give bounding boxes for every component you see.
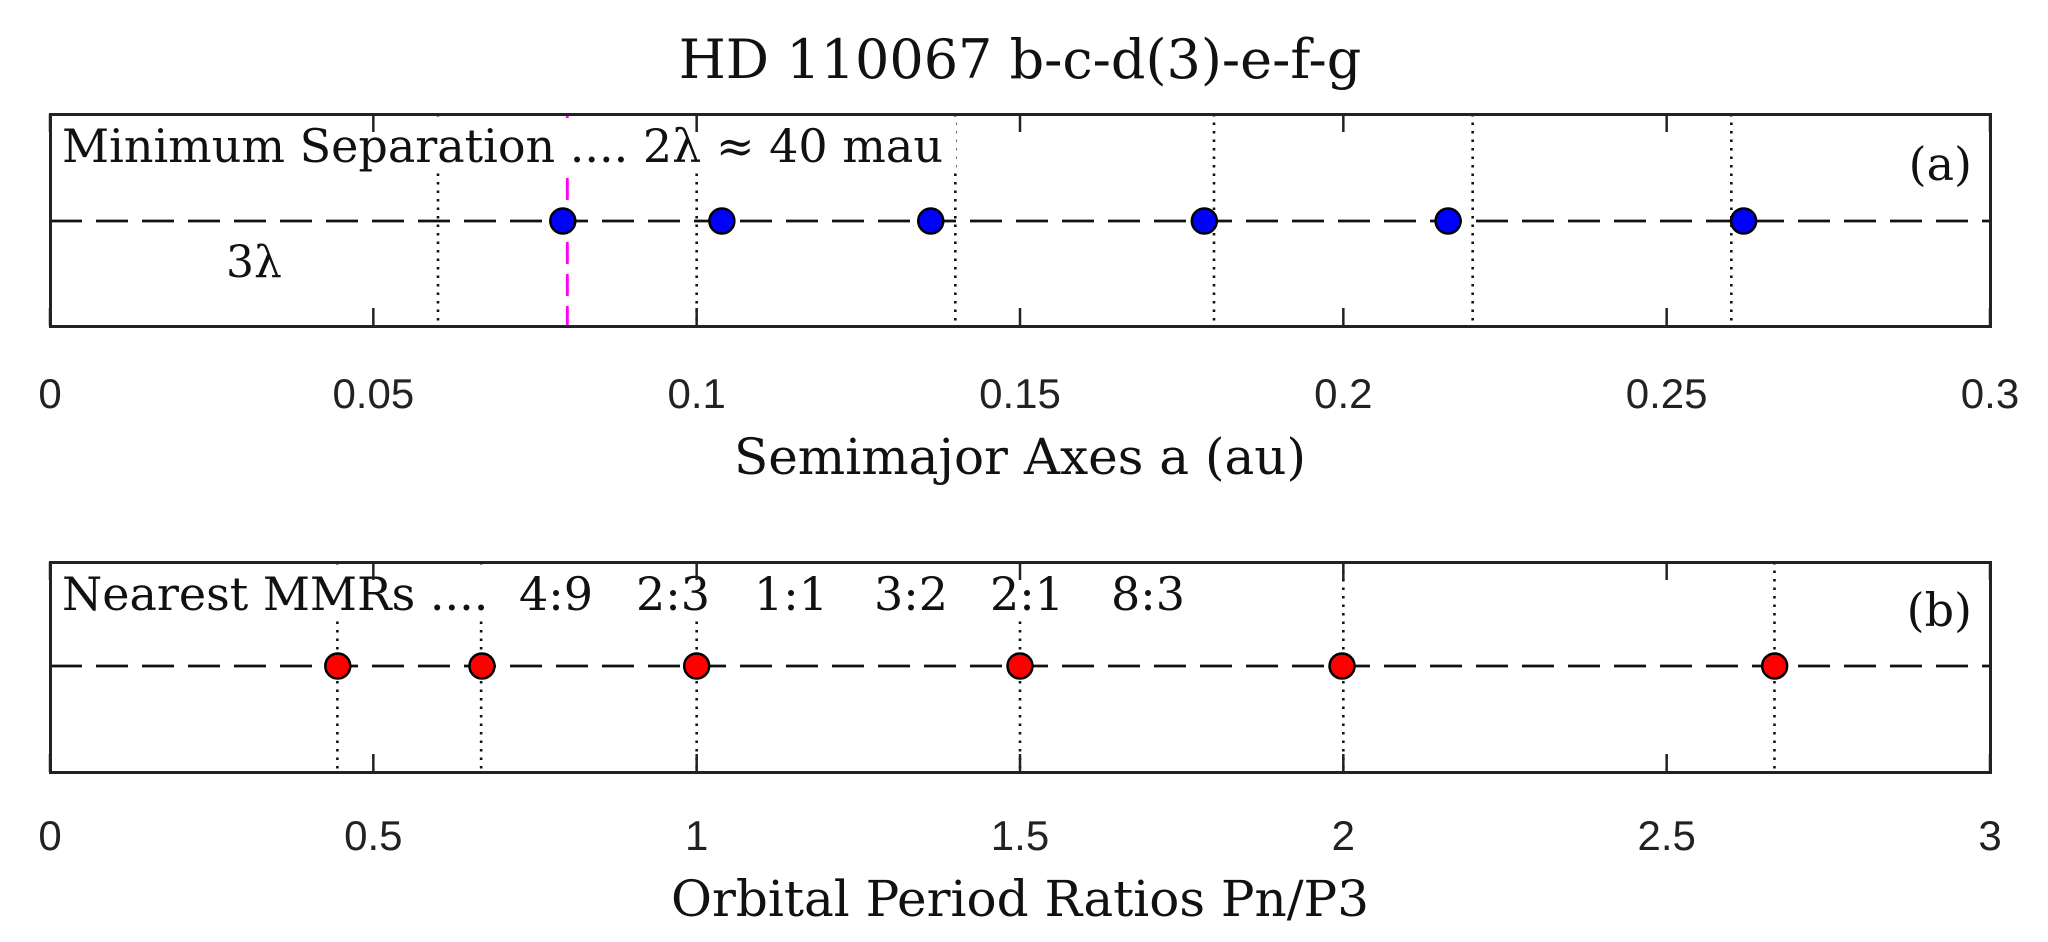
panel-a: Minimum Separation .... 2λ ≈ 40 mau 3λ (… bbox=[38, 113, 2019, 486]
panel-b-tick-label-5: 2.5 bbox=[1637, 812, 1695, 859]
panel-a-annotation-background bbox=[56, 118, 956, 170]
panel-a-label: (a) bbox=[1909, 137, 1972, 191]
panel-b-mmr-label-background-0 bbox=[518, 566, 594, 618]
panel-a-xlabel: Semimajor Axes a (au) bbox=[734, 428, 1306, 486]
panel-b-mmr-label-4: 2:1 bbox=[990, 567, 1064, 621]
panel-b-point-5 bbox=[1760, 652, 1789, 680]
panel-b-mmr-label-2: 1:1 bbox=[754, 567, 828, 621]
panel-b-mmr-labels: 4:9 2:3 1:1 3:2 2:1 8:3 bbox=[518, 566, 1186, 621]
panel-b-mmr-label-0: 4:9 bbox=[519, 567, 593, 621]
panel-a-point-3 bbox=[1190, 207, 1219, 235]
chart-title: HD 110067 b-c-d(3)-e-f-g bbox=[679, 28, 1362, 91]
panel-b-xlabel: Orbital Period Ratios Pn/P3 bbox=[671, 870, 1369, 928]
panel-b-tick-label-2: 1 bbox=[685, 812, 708, 859]
panel-b-point-3 bbox=[1006, 652, 1034, 680]
panel-a-lambda-label: 3λ bbox=[226, 237, 282, 288]
panel-a-point-5 bbox=[1729, 207, 1758, 235]
panel-a-tick-label-1: 0.05 bbox=[332, 370, 414, 417]
panel-b-mmr-label-3: 3:2 bbox=[874, 567, 948, 621]
panel-a-tick-label-2: 0.1 bbox=[667, 370, 725, 417]
panel-b-mmr-label-background-3 bbox=[873, 566, 949, 618]
panel-b-point-1 bbox=[468, 652, 496, 680]
panel-a-point-1 bbox=[708, 207, 736, 235]
panel-b-tick-label-6: 3 bbox=[1978, 812, 2001, 859]
panel-b-mmr-label-5: 8:3 bbox=[1111, 567, 1185, 621]
panel-b-ticks: 0 0.5 1 1.5 2 2.5 3 bbox=[38, 562, 2002, 859]
panel-b-mmr-label-background-4 bbox=[989, 566, 1065, 618]
panel-a-tick-label-6: 0.3 bbox=[1961, 370, 2019, 417]
panel-a-point-2 bbox=[917, 207, 945, 235]
panel-b-annotation-background bbox=[56, 566, 486, 618]
panel-a-tick-label-5: 0.25 bbox=[1626, 370, 1708, 417]
panel-b-tick-label-3: 1.5 bbox=[991, 812, 1049, 859]
panel-a-point-0 bbox=[549, 207, 577, 235]
panel-b-tick-label-1: 0.5 bbox=[344, 812, 402, 859]
panel-b-point-4 bbox=[1328, 652, 1356, 680]
panel-a-marks bbox=[50, 114, 1990, 326]
panel-b-label: (b) bbox=[1907, 583, 1972, 637]
panel-a-tick-label-4: 0.2 bbox=[1314, 370, 1372, 417]
panel-a-tick-label-0: 0 bbox=[38, 370, 61, 417]
panel-b-mmr-label-1: 2:3 bbox=[636, 567, 710, 621]
panel-b-point-2 bbox=[682, 652, 711, 680]
panel-b: Nearest MMRs .... 4:9 2:3 1:1 3:2 2:1 8:3 (b)… bbox=[38, 561, 2002, 928]
panel-a-tick-label-3: 0.15 bbox=[979, 370, 1061, 417]
panel-b-mmr-label-background-1 bbox=[635, 566, 711, 618]
panel-a-annotation: Minimum Separation .... 2λ ≈ 40 mau bbox=[62, 119, 943, 173]
panel-b-mmr-label-background-5 bbox=[1110, 566, 1186, 618]
panel-b-mmr-label-background-2 bbox=[753, 566, 829, 618]
panel-b-point-0 bbox=[324, 652, 352, 680]
panel-b-tick-label-4: 2 bbox=[1332, 812, 1355, 859]
panel-b-tick-label-0: 0 bbox=[38, 812, 61, 859]
panel-a-ticks: 0 0.05 0.1 0.15 0.2 0.25 0.3 bbox=[38, 114, 2019, 417]
panel-b-annotation: Nearest MMRs .... bbox=[62, 567, 488, 621]
panel-a-point-4 bbox=[1434, 207, 1462, 235]
